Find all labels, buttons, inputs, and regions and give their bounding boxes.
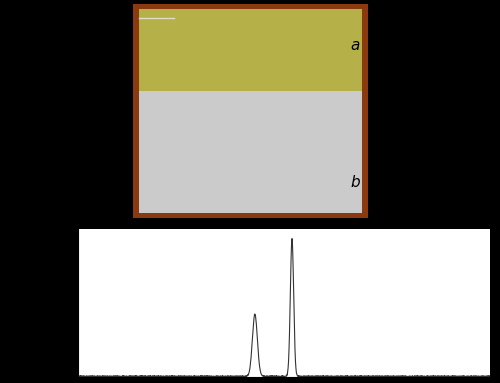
Bar xyxy=(138,9,362,91)
Text: a: a xyxy=(350,38,360,53)
Text: b: b xyxy=(350,175,360,190)
Bar xyxy=(138,91,362,213)
Y-axis label: Amplitude (a.u.): Amplitude (a.u.) xyxy=(32,263,42,342)
Bar xyxy=(132,5,368,218)
